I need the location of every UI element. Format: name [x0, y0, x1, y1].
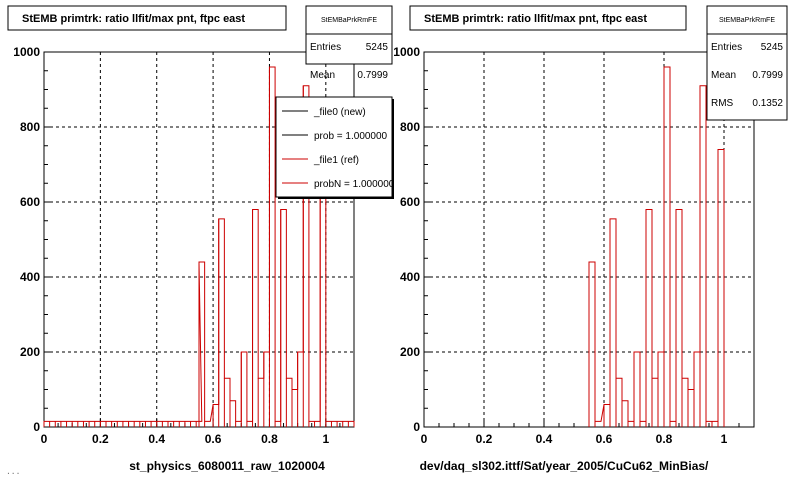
stats-label: Entries	[711, 42, 742, 53]
stats-value: 0.1352	[752, 98, 783, 109]
stats-label: RMS	[711, 98, 734, 109]
y-tick-label: 800	[20, 120, 40, 134]
x-tick-label: 0.6	[596, 432, 613, 446]
chart-panel-2: 0 0.2 0.4 0.6 0.8 1 0 200 400 600 800 1000 StEMB pri…	[393, 5, 788, 473]
chart-title: StEMB primtrk: ratio llfit/max pnt, ftpc…	[424, 13, 647, 25]
x-tick-label: 0.4	[148, 432, 165, 446]
stats-label: Mean	[310, 70, 335, 81]
y-tick-label: 800	[400, 120, 420, 134]
x-tick-label: 0.4	[536, 432, 553, 446]
y-tick-label: 0	[33, 420, 40, 434]
chart-panel-1: 0 0.2 0.4 0.6 0.8 1 0 200 400 600 800 1000 StEMB pri…	[7, 5, 395, 473]
legend-label: _file1 (ref)	[313, 155, 359, 166]
y-tick-label: 400	[400, 270, 420, 284]
stats-box	[706, 5, 788, 121]
stats-value: 0.7999	[357, 70, 388, 81]
stats-box	[305, 5, 393, 65]
stats-name: StEMBaPrkRmFE	[321, 17, 377, 24]
y-tick-label: 600	[400, 195, 420, 209]
x-tick-label: 1	[322, 432, 329, 446]
x-tick-label: 1	[721, 432, 728, 446]
x-tick-label: 0.2	[92, 432, 109, 446]
y-tick-label: 200	[20, 345, 40, 359]
y-tick-label: 200	[400, 345, 420, 359]
chart-title: StEMB primtrk: ratio llfit/max pnt, ftpc…	[22, 13, 245, 25]
stats-label: Entries	[310, 42, 341, 53]
stats-value: 5245	[366, 42, 389, 53]
chart-title-box	[409, 5, 687, 31]
stats-label: Mean	[711, 70, 736, 81]
footer-stamp: ...	[6, 468, 21, 477]
y-tick-label: 1000	[13, 45, 40, 59]
x-tick-label: 0.8	[261, 432, 278, 446]
chart-title-box	[7, 5, 287, 31]
stats-value: 0.7999	[752, 70, 783, 81]
x-tick-label: 0.8	[656, 432, 673, 446]
x-axis-label: dev/daq_sl302.ittf/Sat/year_2005/CuCu62_…	[420, 459, 709, 473]
x-tick-label: 0.2	[476, 432, 493, 446]
legend-label: _file0 (new)	[313, 107, 366, 118]
y-tick-label: 400	[20, 270, 40, 284]
x-tick-label: 0	[421, 432, 428, 446]
legend-label: probN = 1.000000	[314, 179, 395, 190]
stats-value: 5245	[761, 42, 784, 53]
y-tick-label: 0	[413, 420, 420, 434]
x-tick-label: 0	[41, 432, 48, 446]
y-tick-label: 1000	[393, 45, 420, 59]
x-axis-label: st_physics_6080011_raw_1020004	[129, 459, 325, 473]
x-tick-label: 0.6	[205, 432, 222, 446]
stats-name: StEMBaPrkRmFE	[719, 17, 775, 24]
legend: _file0 (new) prob = 1.000000 _file1 (ref) p…	[282, 107, 395, 190]
legend-label: prob = 1.000000	[314, 131, 388, 142]
histogram-series-1	[588, 66, 725, 427]
legend-box	[275, 96, 393, 198]
y-tick-label: 600	[20, 195, 40, 209]
